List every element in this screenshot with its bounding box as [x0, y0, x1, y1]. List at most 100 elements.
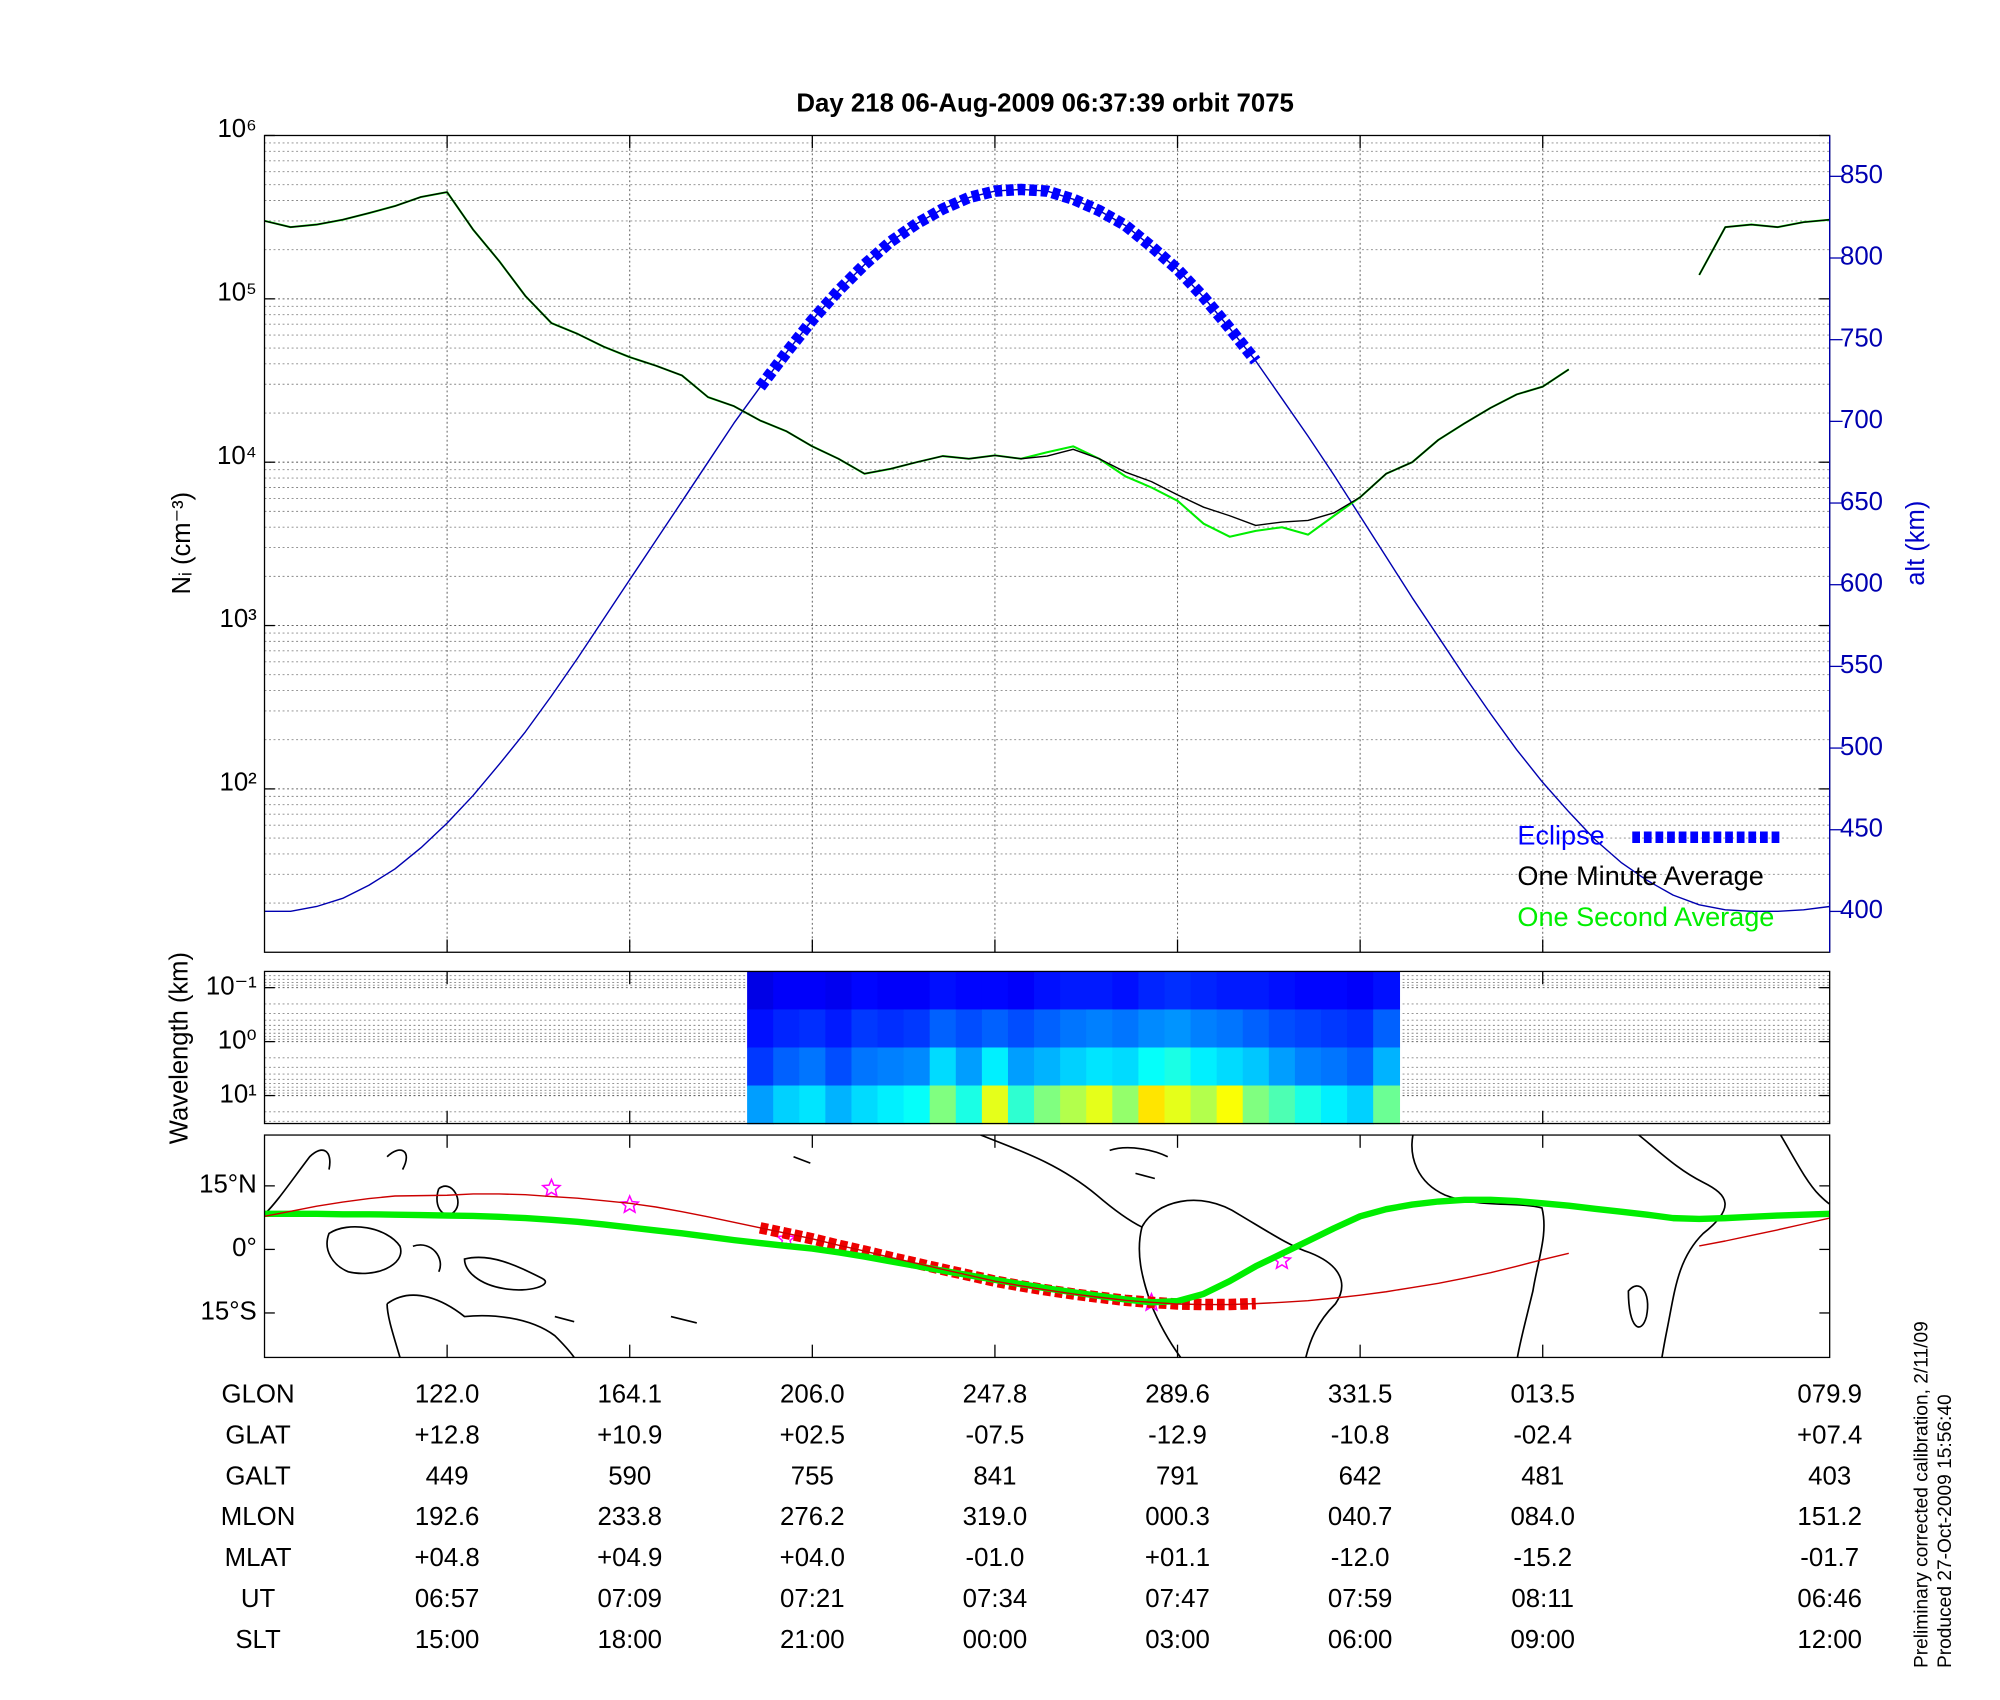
heatmap-cell [799, 1009, 827, 1049]
table-cell: 03:00 [1145, 1626, 1210, 1654]
row-label: SLT [235, 1626, 281, 1654]
legend-label: One Second Average [1517, 902, 1774, 932]
heatmap-cell [955, 1009, 983, 1049]
heatmap-cell [903, 1085, 931, 1125]
heatmap-cell [1086, 1009, 1114, 1049]
table-cell: 276.2 [780, 1503, 845, 1531]
heatmap-cell [1294, 971, 1322, 1011]
heatmap-cell [773, 1085, 801, 1125]
heatmap-cell [773, 971, 801, 1011]
panel: 10⁻¹ 10⁰ 10¹ [206, 970, 1831, 1125]
table-cell: -12.0 [1331, 1544, 1390, 1572]
y2-tick-label: 400 [1840, 896, 1883, 924]
heatmap-cell [1347, 971, 1374, 1011]
y-tick-label: 10⁶ [217, 115, 256, 143]
table-cell: 08:11 [1511, 1585, 1574, 1613]
y-tick-label: 15°S [201, 1298, 257, 1326]
heatmap-cell [955, 1047, 983, 1087]
table-cell: 07:47 [1145, 1585, 1210, 1613]
eclipse-squares [755, 183, 1261, 391]
y2-tick-label: 600 [1840, 570, 1883, 598]
heatmap-cell [1164, 1009, 1192, 1049]
heatmap-cell [1190, 971, 1218, 1011]
heatmap-cell [1268, 1085, 1296, 1125]
y2-tick-label: 700 [1840, 406, 1883, 434]
heatmap-cell [981, 1047, 1009, 1087]
heatmap-cell [981, 1009, 1009, 1049]
y-axis-label: Wavelength (km) [165, 952, 193, 1144]
coastline [326, 1226, 402, 1275]
heatmap-cell [851, 971, 879, 1011]
y2-axis-label: alt (km) [1902, 501, 1930, 586]
heatmap-cell [929, 1047, 957, 1087]
table-cell: -15.2 [1513, 1544, 1572, 1572]
heatmap-cell [747, 1009, 774, 1049]
coastline [1627, 1285, 1649, 1328]
legend-label: One Minute Average [1517, 861, 1763, 891]
table-cell: 403 [1808, 1462, 1851, 1490]
heatmap-cell [1138, 971, 1166, 1011]
heatmap-cell [747, 971, 774, 1011]
heatmap-cell [981, 1085, 1009, 1125]
heatmap-cell [799, 971, 827, 1011]
heatmap-cell [1321, 1047, 1348, 1087]
table-cell: 755 [791, 1462, 834, 1490]
heatmap-cell [851, 1085, 879, 1125]
y2-tick-label: 850 [1840, 161, 1883, 189]
heatmap-cell [1007, 1085, 1035, 1125]
heatmap-cell [1034, 1009, 1061, 1049]
heatmap-cell [1268, 971, 1296, 1011]
star-marker [540, 1177, 562, 1198]
heatmap-cell [955, 971, 983, 1011]
heatmap-cell [1242, 1047, 1270, 1087]
heatmap-cell [1060, 1009, 1087, 1049]
table-cell: +04.8 [414, 1544, 479, 1572]
heatmap-cell [1138, 1009, 1166, 1049]
heatmap-cell [1321, 1085, 1348, 1125]
heatmap-cell [747, 1085, 774, 1125]
table-cell: 06:46 [1797, 1585, 1862, 1613]
row-label: GLON [222, 1381, 295, 1409]
y2-tick-label: 750 [1840, 325, 1883, 353]
heatmap-cell [1086, 1085, 1114, 1125]
y-tick-label: 10² [219, 769, 257, 797]
heatmap-cell [1242, 971, 1270, 1011]
row-label: GLAT [225, 1422, 291, 1450]
heatmap-cell [1268, 1047, 1296, 1087]
table-cell: +10.9 [597, 1422, 662, 1450]
table-cell: -07.5 [966, 1422, 1025, 1450]
heatmap-cell [1112, 1085, 1140, 1125]
heatmap-cell [799, 1085, 827, 1125]
legend-label: Eclipse [1517, 820, 1604, 850]
table-cell: 00:00 [963, 1626, 1028, 1654]
heatmap-cell [1034, 1085, 1061, 1125]
chart-title: Day 218 06-Aug-2009 06:37:39 orbit 7075 [796, 90, 1294, 118]
heatmap-cell [1216, 1047, 1244, 1087]
table-cell: +04.0 [780, 1544, 845, 1572]
heatmap-cell [773, 1009, 801, 1049]
table-cell: 21:00 [780, 1626, 845, 1654]
coastline [1638, 1135, 1726, 1358]
heatmap-cell [1007, 1047, 1035, 1087]
panel: 15°S 0° 15°N [199, 1134, 1831, 1359]
row-label: MLON [221, 1503, 296, 1531]
heatmap-cell [1347, 1047, 1374, 1087]
table-cell: 791 [1156, 1462, 1199, 1490]
heatmap-cell [1138, 1085, 1166, 1125]
heatmap-cell [1190, 1085, 1218, 1125]
heatmap-cell [929, 1009, 957, 1049]
table-cell: 247.8 [963, 1381, 1028, 1409]
y2-tick-label: 500 [1840, 733, 1883, 761]
heatmap-cell [1216, 971, 1244, 1011]
heatmap-cell [1190, 1009, 1218, 1049]
coastlines [264, 1135, 1830, 1358]
series-line [264, 1193, 1830, 1306]
table-cell: 449 [426, 1462, 469, 1490]
heatmap-cell [1373, 1047, 1401, 1087]
table-cell: +04.9 [597, 1544, 662, 1572]
coastline [412, 1244, 547, 1291]
y-tick-label: 10⁰ [218, 1026, 257, 1054]
y2-tick-label: 800 [1840, 243, 1883, 271]
